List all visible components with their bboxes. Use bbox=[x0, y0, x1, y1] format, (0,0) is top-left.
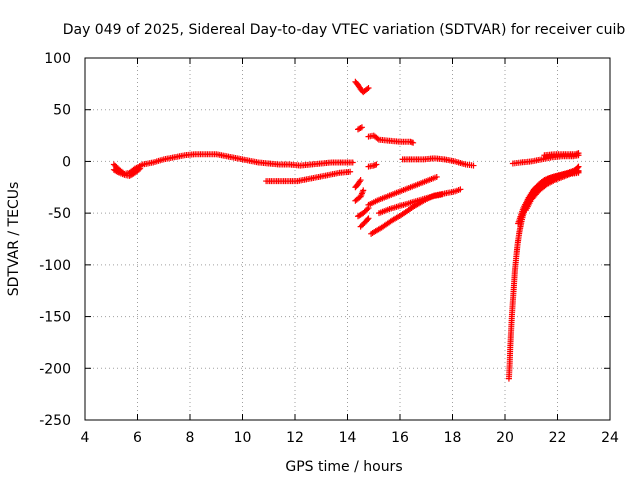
y-tick-label: 0 bbox=[62, 154, 71, 170]
series-arc-e bbox=[352, 177, 364, 191]
series-arc-b bbox=[365, 132, 417, 146]
series-arc-high bbox=[352, 78, 372, 96]
data-point bbox=[575, 169, 582, 176]
x-tick-label: 10 bbox=[234, 430, 252, 446]
data-point bbox=[114, 169, 121, 176]
series-arc-g bbox=[355, 204, 372, 220]
data-point bbox=[373, 161, 380, 168]
data-point bbox=[575, 150, 582, 157]
y-tick-label: -150 bbox=[39, 310, 71, 326]
y-tick-label: 50 bbox=[53, 103, 71, 119]
series-arc-f bbox=[352, 187, 367, 204]
series-arc-a bbox=[355, 124, 365, 133]
data-point bbox=[349, 159, 356, 166]
data-point bbox=[356, 178, 363, 185]
data-point bbox=[374, 135, 381, 142]
x-axis-label: GPS time / hours bbox=[285, 459, 402, 475]
y-tick-label: 100 bbox=[44, 51, 71, 67]
data-point bbox=[364, 216, 371, 223]
series-arc-m bbox=[541, 150, 582, 159]
x-tick-label: 24 bbox=[601, 430, 619, 446]
data-point bbox=[137, 165, 144, 172]
y-tick-label: -200 bbox=[39, 361, 71, 377]
series-arc-dip bbox=[110, 165, 144, 179]
data-point bbox=[357, 177, 364, 184]
plot-points bbox=[110, 78, 582, 382]
data-point bbox=[358, 124, 365, 131]
data-point bbox=[433, 173, 440, 180]
data-point bbox=[470, 162, 477, 169]
x-tick-label: 16 bbox=[391, 430, 409, 446]
tick-labels: 4 6 8 10 12 14 16 18 20 22 24 -250 -200 -150 -100 -50 0 5… bbox=[39, 51, 619, 446]
series-arc-n bbox=[505, 163, 582, 382]
data-point bbox=[347, 168, 354, 175]
chart-title: Day 049 of 2025, Sidereal Day-to-day VTE… bbox=[63, 22, 626, 38]
data-point bbox=[356, 125, 363, 132]
data-point bbox=[357, 124, 364, 131]
series-arc-main bbox=[110, 151, 356, 177]
x-tick-label: 6 bbox=[133, 430, 142, 446]
data-point bbox=[360, 187, 367, 194]
data-point bbox=[365, 215, 372, 222]
series-arc-i bbox=[365, 173, 440, 208]
series-arc-lower bbox=[263, 168, 354, 185]
series-arc-d bbox=[399, 155, 477, 169]
x-tick-label: 18 bbox=[444, 430, 462, 446]
grid-lines bbox=[85, 58, 610, 420]
data-point bbox=[365, 84, 372, 91]
x-tick-label: 4 bbox=[81, 430, 90, 446]
y-tick-label: -50 bbox=[48, 206, 71, 222]
data-point bbox=[439, 191, 445, 198]
x-tick-label: 12 bbox=[286, 430, 304, 446]
series-arc-q bbox=[523, 169, 582, 214]
x-tick-label: 8 bbox=[186, 430, 195, 446]
series-arc-k bbox=[376, 191, 445, 217]
x-tick-label: 22 bbox=[549, 430, 567, 446]
series-arc-c bbox=[365, 161, 380, 170]
data-point bbox=[457, 186, 464, 193]
data-point bbox=[364, 86, 371, 93]
data-point bbox=[364, 206, 371, 213]
y-tick-label: -100 bbox=[39, 258, 71, 274]
x-tick-label: 20 bbox=[496, 430, 514, 446]
x-tick-label: 14 bbox=[339, 430, 357, 446]
data-point bbox=[410, 139, 417, 146]
data-point bbox=[574, 164, 581, 171]
data-point bbox=[355, 126, 361, 133]
plot-frame bbox=[84, 57, 611, 421]
series-arc-h bbox=[357, 215, 372, 230]
data-point bbox=[135, 166, 142, 173]
y-axis-label: SDTVAR / TECUs bbox=[6, 182, 22, 297]
y-tick-label: -250 bbox=[39, 413, 71, 429]
